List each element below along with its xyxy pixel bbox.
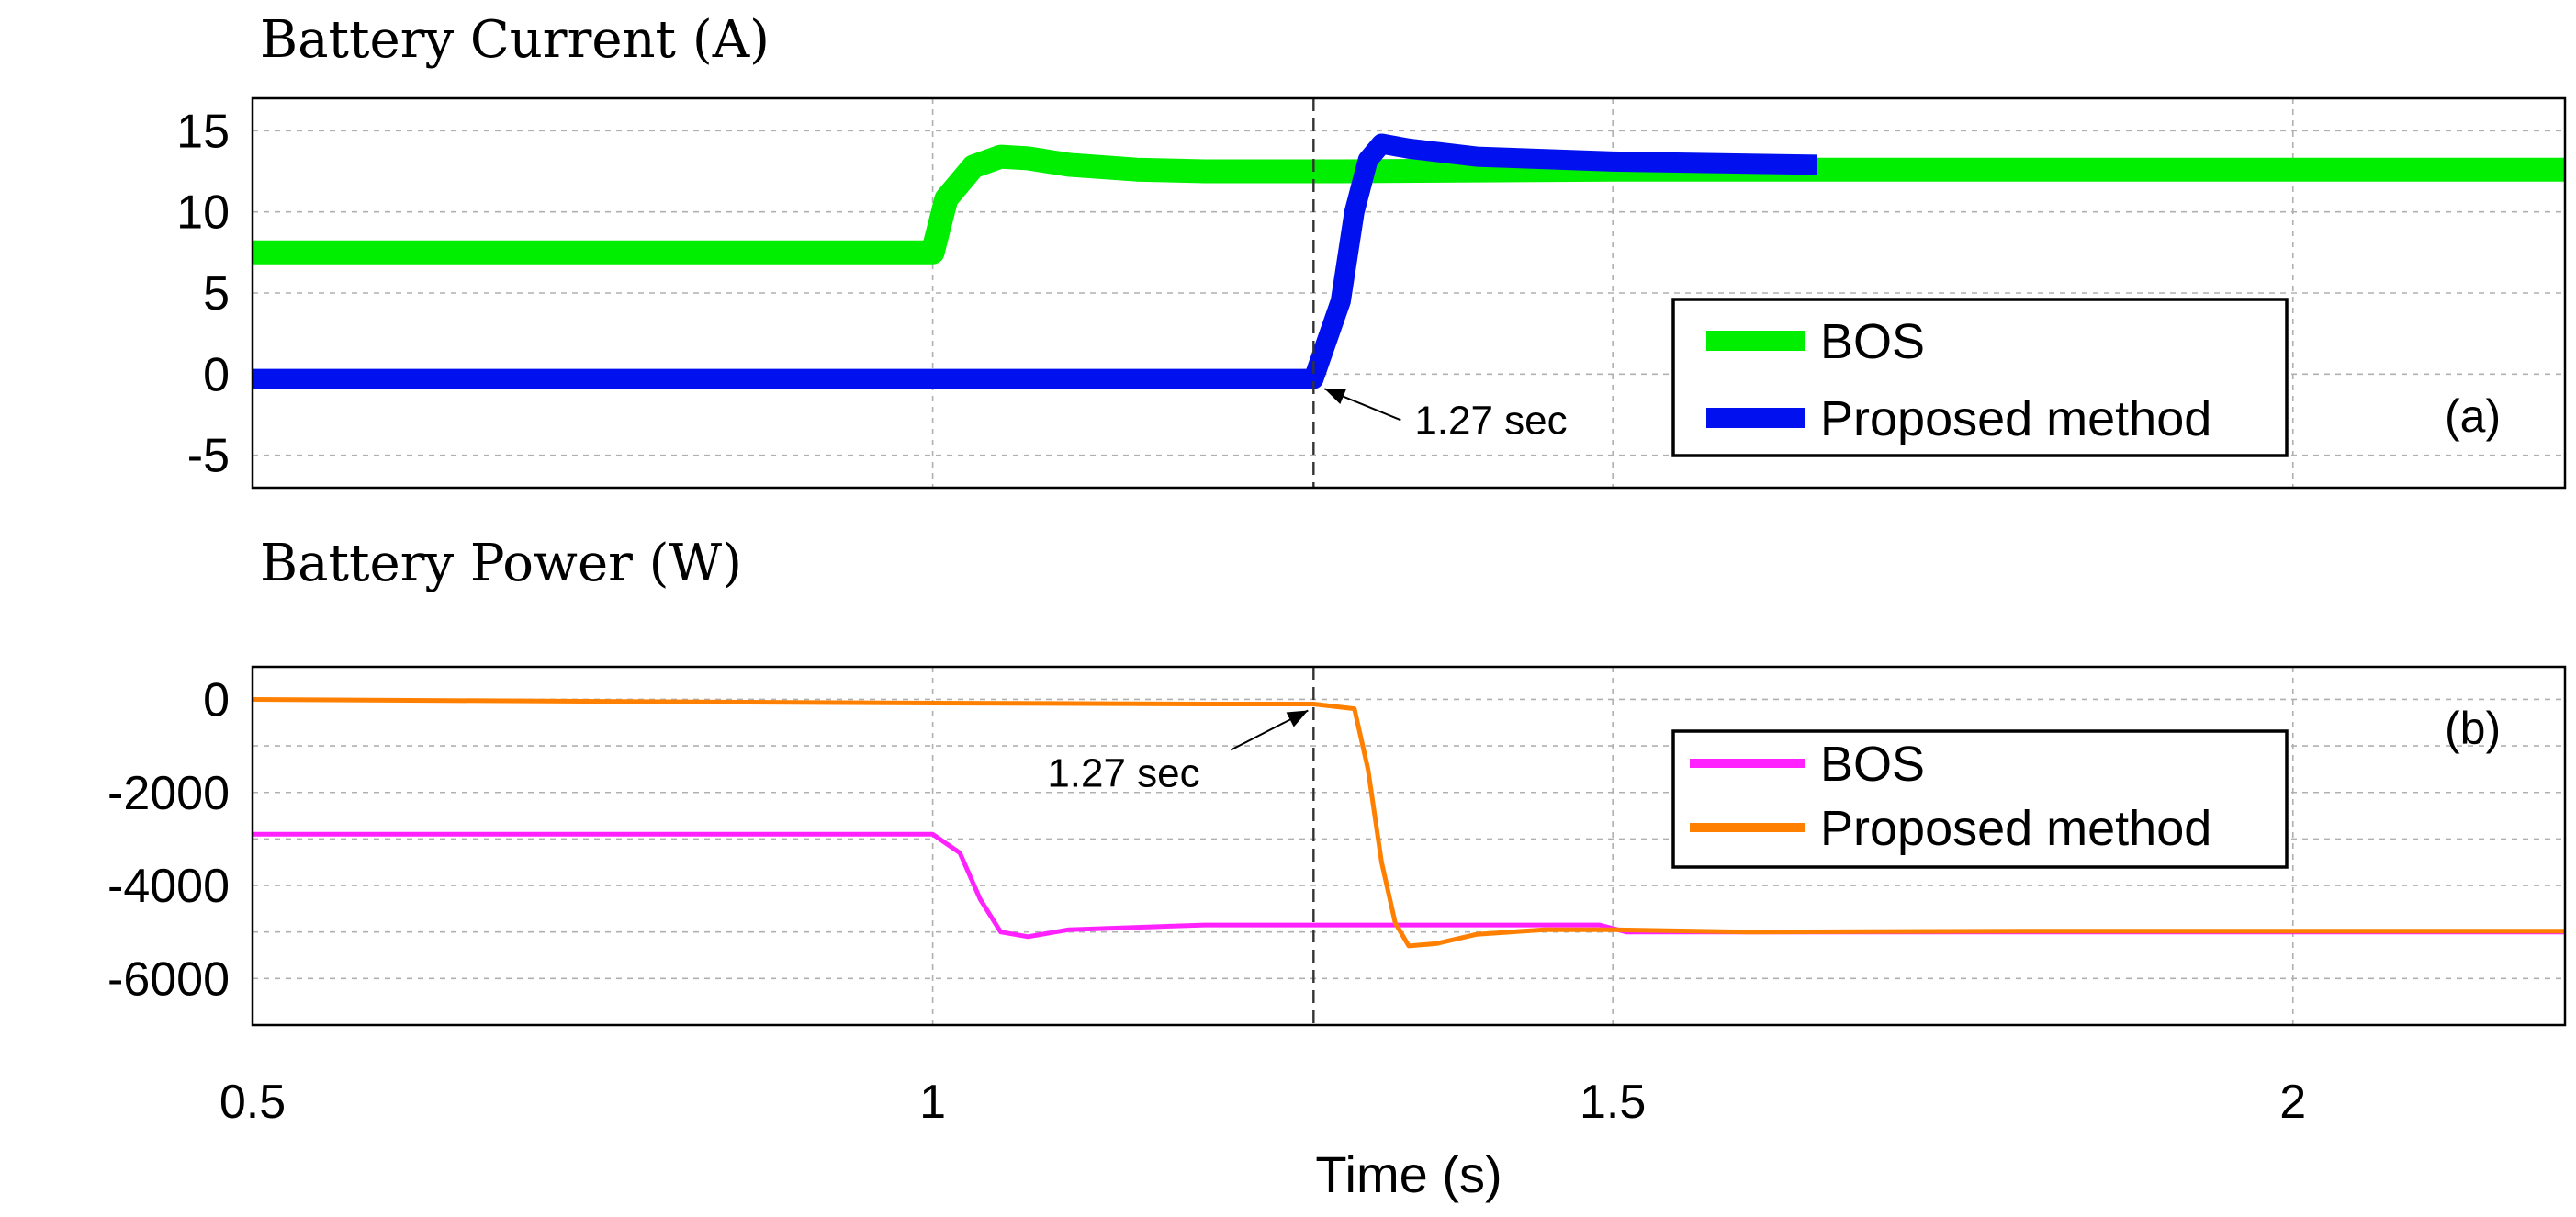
x-tick-label: 0.5 [219, 1076, 286, 1129]
panel-a-marker: 1.27 sec [1312, 98, 1568, 488]
panel-b-legend: BOS Proposed method [1671, 729, 2289, 869]
panel-a-y-tick-label: 15 [176, 105, 230, 158]
panel-a-y-tick-label: 10 [176, 186, 230, 240]
x-tick-label: 2 [2279, 1076, 2306, 1129]
panel-b-annotation: 1.27 sec [1047, 750, 1199, 795]
panel-a-y-tick-label: 0 [203, 348, 230, 401]
panel-b-marker: 1.27 sec [1047, 667, 1315, 1025]
panel-a-series-proposed-line [253, 133, 1817, 389]
panel-b-y-tick-label: 0 [203, 673, 230, 727]
panel-b-legend-box [1671, 729, 2289, 869]
panel-a-y-ticks: 15 10 5 0 -5 [176, 105, 230, 482]
panel-b-y-tick-label: -2000 [107, 767, 230, 820]
panel-a-series-bos-line [253, 144, 2565, 265]
panel-b-annotation-arrowhead [1286, 710, 1309, 727]
panel-b-grid [253, 667, 2565, 1025]
panel-a-series [253, 133, 2565, 389]
panel-a-annotation-arrowhead [1324, 389, 1347, 404]
panel-b-label: (b) [2445, 703, 2501, 754]
x-axis-ticks: 0.5 1 1.5 2 [219, 1076, 2306, 1129]
panel-b-y-ticks: 0 -2000 -4000 -6000 [107, 673, 230, 1006]
x-tick-label: 1 [919, 1076, 946, 1129]
panel-a-label: (a) [2445, 390, 2501, 442]
panel-a-legend-label-bos: BOS [1820, 314, 1925, 369]
panel-b-legend-label-proposed: Proposed method [1820, 801, 2211, 856]
panel-a-y-tick-label: 5 [203, 267, 230, 321]
panel-b-title: Battery Power (W) [260, 534, 742, 593]
panel-b-y-tick-label: -6000 [107, 952, 230, 1006]
panel-b: Battery Power (W) 0 -2000 -4000 -6000 1.27 … [107, 534, 2567, 1027]
panel-a-annotation: 1.27 sec [1414, 398, 1567, 443]
panel-a-title: Battery Current (A) [260, 10, 770, 70]
x-axis-label: Time (s) [1315, 1145, 1502, 1203]
panel-b-legend-label-bos: BOS [1820, 737, 1925, 792]
x-tick-label: 1.5 [1580, 1076, 1646, 1129]
panel-b-y-tick-label: -4000 [107, 860, 230, 913]
panel-a: Battery Current (A) 15 10 5 0 -5 1.27 sec BO… [176, 10, 2567, 490]
panel-a-legend: BOS Proposed method [1671, 298, 2289, 457]
panel-a-frame [251, 96, 2567, 490]
panel-b-series [252, 697, 2565, 949]
panel-b-frame [251, 665, 2567, 1027]
panel-a-grid [253, 98, 2565, 488]
panel-b-series-proposed-line [252, 697, 2565, 949]
panel-a-y-tick-label: -5 [187, 430, 230, 483]
panel-a-legend-label-proposed: Proposed method [1820, 391, 2211, 446]
panel-a-legend-box [1671, 298, 2289, 457]
